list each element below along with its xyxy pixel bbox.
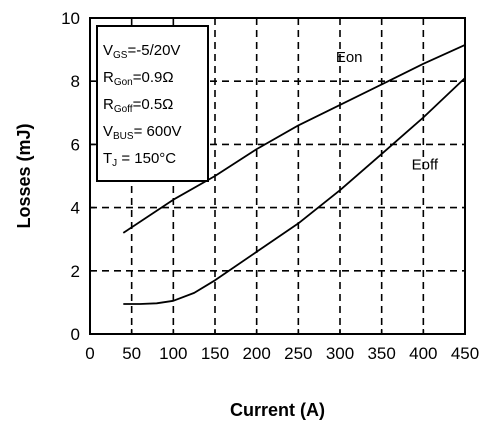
condition-line: RGoff=0.5Ω <box>103 96 173 115</box>
condition-line: RGon=0.9Ω <box>103 69 174 88</box>
y-tick-label: 8 <box>71 72 80 91</box>
series-lines <box>122 44 466 305</box>
y-tick-label: 6 <box>71 135 80 154</box>
x-tick-label: 450 <box>451 344 479 363</box>
x-tick-label: 250 <box>284 344 312 363</box>
x-tick-labels: 0 50 100 150 200 250 300 350 400 450 <box>85 344 479 363</box>
y-tick-label: 0 <box>71 325 80 344</box>
plot-frame <box>89 17 466 335</box>
x-tick-label: 400 <box>409 344 437 363</box>
x-tick-label: 50 <box>122 344 141 363</box>
series-label-eon: Eon <box>336 49 363 66</box>
x-tick-label: 150 <box>201 344 229 363</box>
condition-line: VGS=-5/20V <box>103 42 180 61</box>
x-tick-label: 300 <box>326 344 354 363</box>
y-tick-label: 2 <box>71 262 80 281</box>
series-line-eoff <box>123 77 466 305</box>
x-tick-label: 200 <box>242 344 270 363</box>
y-tick-label: 4 <box>71 199 80 218</box>
x-tick-label: 0 <box>85 344 94 363</box>
series-line-eon <box>122 44 466 234</box>
y-axis-label: Losses (mJ) <box>14 123 34 228</box>
test-conditions-box: VGS=-5/20V RGon=0.9Ω RGoff=0.5Ω VBUS= 600V T… <box>96 25 209 182</box>
x-axis-label: Current (A) <box>230 400 325 420</box>
y-tick-labels: 0 2 4 6 8 10 <box>61 9 80 344</box>
condition-line: VBUS= 600V <box>103 123 182 142</box>
condition-line: TJ = 150°C <box>103 150 176 169</box>
y-tick-label: 10 <box>61 9 80 28</box>
x-tick-label: 350 <box>367 344 395 363</box>
series-label-eoff: Eoff <box>412 157 439 174</box>
conditions-box-frame <box>96 25 209 182</box>
x-tick-label: 100 <box>159 344 187 363</box>
